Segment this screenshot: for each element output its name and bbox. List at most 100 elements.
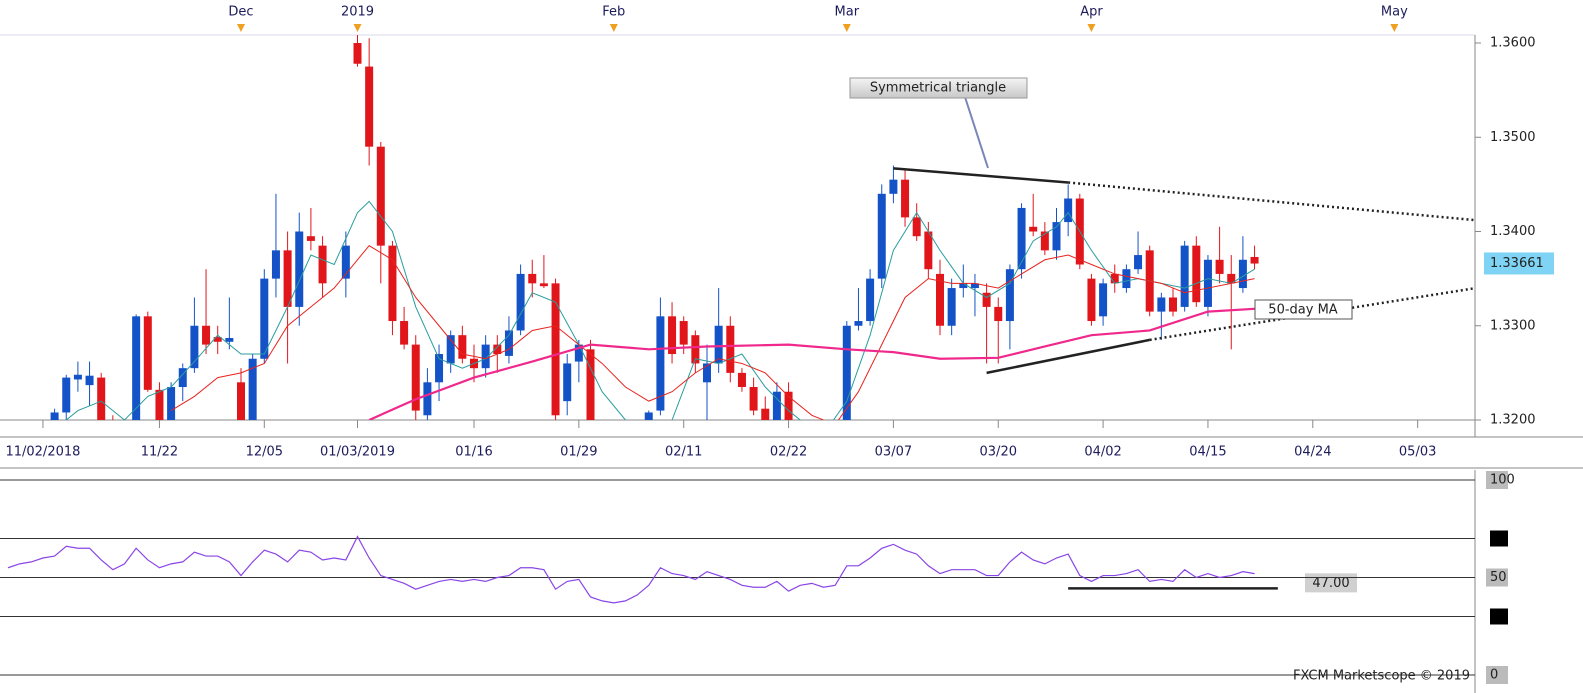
candle-body [516, 273, 525, 331]
rsi-level-marker [1490, 530, 1508, 547]
candle-body [691, 335, 700, 364]
candle-body [213, 337, 222, 342]
candle-body [761, 408, 770, 420]
moving-average [170, 244, 1255, 420]
x-tick-label: 01/16 [455, 445, 492, 460]
candle-body [178, 368, 187, 388]
x-tick-label: 02/11 [665, 445, 702, 460]
candle-body [912, 217, 921, 237]
candle-body [365, 66, 374, 147]
candle-body [237, 382, 245, 420]
candle-body [411, 344, 420, 411]
candle-body [202, 325, 211, 345]
candle-body [737, 372, 746, 388]
candle-body [62, 377, 71, 413]
x-tick-label: 03/20 [980, 445, 1017, 460]
candle-body [388, 245, 397, 322]
candle-body [877, 193, 886, 279]
candle-body [1029, 226, 1038, 232]
month-label: 2019 [341, 5, 374, 20]
moving-average [65, 200, 1255, 420]
candle-body [854, 321, 863, 326]
candle-body [167, 387, 176, 420]
annotation-box [849, 77, 1028, 99]
candle-body [493, 344, 502, 355]
watermark: FXCM Marketscope © 2019 [1293, 669, 1470, 684]
last-price-box [1484, 252, 1554, 275]
candle-body [1250, 256, 1259, 264]
rsi-line [7, 535, 1255, 604]
y-tick-label: 1.3500 [1490, 130, 1536, 145]
rsi-tick-label: 0 [1490, 668, 1498, 683]
candle-body [1064, 198, 1073, 223]
candle-body [143, 316, 152, 390]
candle-body [376, 146, 385, 246]
candle-body [936, 273, 944, 326]
x-tick-label: 02/22 [770, 445, 807, 460]
overlay: 1.3200 1.3300 1.3400 1.3500 1.3600 11/02/2018… [5, 5, 1554, 684]
candle-body [458, 335, 467, 359]
rsi-tick-label: 100 [1490, 473, 1515, 488]
candle-body [155, 389, 164, 420]
candle-body [1052, 222, 1061, 251]
candle-body [563, 363, 572, 402]
candle-body [306, 236, 315, 241]
month-marker [353, 24, 362, 32]
candle-body [446, 335, 455, 364]
candle-body [260, 278, 269, 359]
month-marker [1390, 24, 1399, 32]
rsi-marker-label: 47.00 [1312, 576, 1349, 591]
candle-body [842, 325, 851, 420]
x-tick-label: 04/15 [1189, 445, 1226, 460]
rsi-marker-box [1305, 573, 1357, 593]
candle-body [435, 354, 444, 383]
candle-body [190, 325, 199, 369]
price-plot [50, 35, 1475, 420]
candle-body [271, 250, 280, 279]
candle-body [283, 250, 292, 307]
x-tick-label: 04/24 [1294, 445, 1331, 460]
candle-body [994, 306, 1003, 322]
x-tick-label: 12/05 [246, 445, 283, 460]
rsi-tick-box [1486, 666, 1508, 684]
candle-body [982, 292, 991, 307]
candle-body [784, 391, 793, 420]
rsi-tick-box [1486, 568, 1508, 587]
candle-body [353, 43, 362, 64]
x-tick-label: 01/29 [560, 445, 597, 460]
candle-body [423, 382, 432, 416]
x-tick-label: 11/02/2018 [5, 445, 80, 460]
candle-body [772, 391, 781, 420]
candle-body [1040, 231, 1049, 251]
candle-body [1169, 297, 1177, 312]
month-label: Feb [602, 5, 625, 20]
candle-body [551, 283, 560, 416]
candle-body [225, 338, 234, 342]
annotation: Symmetrical triangle [870, 81, 1006, 96]
candle-body [1157, 297, 1166, 312]
y-tick-label: 1.3400 [1490, 224, 1536, 239]
candle-body [73, 374, 82, 380]
month-marker [237, 24, 245, 32]
trendline [893, 167, 1069, 184]
trendline [986, 338, 1150, 375]
candle-body [1203, 259, 1212, 307]
y-tick-label: 1.3600 [1490, 36, 1536, 51]
candle-body [947, 288, 956, 326]
trendline [1068, 181, 1475, 222]
x-tick-label: 03/07 [875, 445, 912, 460]
candle-body [574, 344, 583, 362]
candle-body [668, 316, 677, 355]
candle-body [539, 283, 548, 287]
candle-body [1134, 255, 1143, 270]
candle-body [504, 330, 513, 356]
y-tick-label: 1.3300 [1490, 318, 1536, 333]
month-label: Apr [1080, 5, 1103, 20]
candle-body [656, 316, 665, 411]
candle-body [749, 387, 758, 411]
rsi-level-marker [1490, 608, 1508, 625]
candle-body [528, 273, 537, 284]
candle-body [1099, 283, 1108, 317]
candle-body [1227, 273, 1236, 284]
